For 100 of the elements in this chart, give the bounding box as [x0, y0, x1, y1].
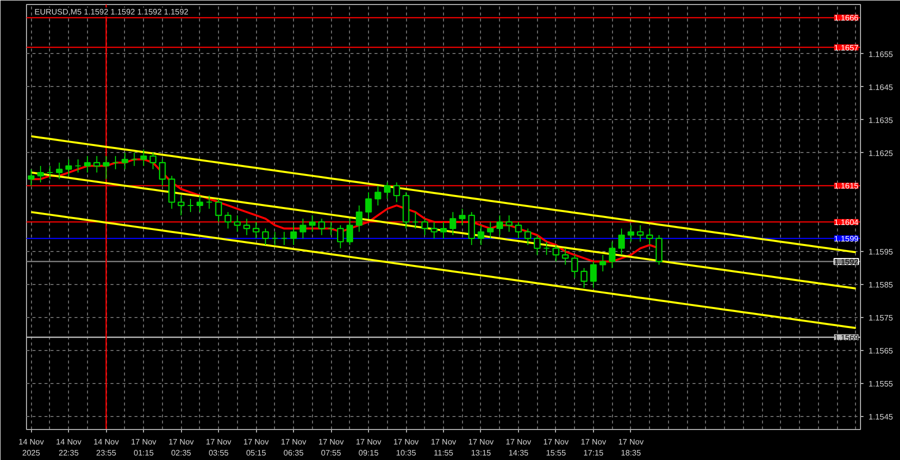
ref-line-label: 1.1666 — [834, 14, 860, 23]
line-series — [30, 211, 857, 330]
candlestick — [130, 152, 138, 166]
y-tick-label: 1.1595 — [868, 248, 894, 257]
candlestick — [196, 195, 204, 213]
x-tick-label: 17 Nov 15:55 — [543, 438, 569, 458]
x-tick-label: 17 Nov 18:35 — [618, 438, 644, 458]
candlestick — [328, 221, 334, 236]
x-tick-label: 14 Nov 2025 — [18, 438, 44, 458]
y-tick-label: 1.1635 — [868, 116, 894, 125]
x-tick-label: 17 Nov 13:15 — [468, 438, 494, 458]
x-tick-label: 17 Nov 17:15 — [580, 438, 606, 458]
x-tick-label: 14 Nov 22:35 — [56, 438, 82, 458]
candlestick — [150, 152, 156, 170]
candlestick — [430, 221, 438, 239]
candlestick — [93, 156, 100, 174]
candlestick — [224, 212, 232, 230]
ref-line-label: 1.1615 — [834, 182, 860, 191]
candlestick — [37, 165, 44, 183]
y-tick-label: 1.1575 — [868, 313, 894, 322]
y-tick-label: 1.1555 — [868, 379, 894, 388]
candlestick — [337, 224, 344, 249]
candlestick — [234, 214, 241, 232]
candlestick — [646, 228, 654, 246]
x-tick-label: 17 Nov 06:35 — [280, 438, 306, 458]
candlestick — [318, 218, 326, 236]
candlestick — [608, 241, 616, 269]
candlestick — [552, 244, 560, 262]
candlestick — [252, 221, 260, 239]
candlestick — [374, 185, 382, 206]
candlestick — [440, 221, 447, 239]
candlestick — [84, 156, 91, 174]
x-tick-label: 14 Nov 23:55 — [93, 438, 119, 458]
candlestick — [458, 208, 466, 226]
ref-line-label: 1.1657 — [834, 43, 860, 52]
candlestick — [206, 195, 213, 210]
candlestick — [618, 228, 625, 256]
candlestick — [580, 268, 588, 288]
candlestick — [506, 214, 513, 232]
x-tick-label: 17 Nov 01:15 — [130, 438, 156, 458]
candlestick — [571, 254, 578, 278]
ref-line-label: 1.1599 — [834, 234, 860, 244]
candlestick — [421, 218, 428, 236]
candlestick — [384, 182, 391, 200]
line-series — [30, 135, 857, 254]
x-tick-label: 17 Nov 07:55 — [318, 438, 344, 458]
candlestick — [636, 224, 644, 242]
x-tick-label: 17 Nov 03:55 — [206, 438, 232, 458]
candlestick — [280, 231, 288, 246]
candlestick — [290, 224, 297, 246]
x-tick-label: 17 Nov 09:15 — [356, 438, 382, 458]
chart-title: EURUSD,M5 1.1592 1.1592 1.1592 1.1592 — [34, 8, 189, 16]
candlestick — [178, 195, 185, 216]
candlestick — [215, 198, 222, 222]
candlestick — [534, 234, 541, 256]
x-tick-label: 17 Nov 05:15 — [243, 438, 269, 458]
y-tick-label: 1.1585 — [868, 280, 894, 290]
candlestick — [56, 162, 63, 180]
candlestick — [272, 231, 278, 246]
candlestick — [478, 224, 484, 246]
candlestick — [346, 218, 354, 246]
candlestick — [102, 156, 110, 180]
candlestick — [158, 158, 166, 186]
candlestick — [168, 175, 176, 210]
candlestick — [468, 212, 476, 246]
ref-line-label: 1.1569 — [834, 333, 860, 342]
y-tick-label: 1.1545 — [868, 412, 894, 422]
y-tick-label: 1.1655 — [868, 50, 894, 59]
candlestick — [262, 228, 269, 246]
y-tick-label: 1.1625 — [868, 148, 894, 158]
candlestick — [46, 165, 54, 180]
x-tick-label: 17 Nov 02:35 — [168, 438, 194, 458]
candlestick — [656, 234, 662, 266]
candlestick — [243, 218, 250, 236]
candlestick — [122, 152, 128, 170]
line-series — [30, 172, 857, 290]
candlestick — [524, 228, 532, 246]
x-tick-label: 17 Nov 14:35 — [506, 438, 532, 458]
candlestick — [562, 248, 569, 266]
candlestick — [599, 254, 606, 272]
candlestick — [393, 182, 400, 203]
candlestick — [309, 214, 316, 232]
x-tick-label: 17 Nov 11:55 — [430, 438, 456, 458]
candlestick — [450, 212, 456, 236]
candlestick — [515, 221, 522, 239]
candlestick — [74, 158, 82, 174]
candlestick — [543, 241, 550, 256]
candlestick — [356, 204, 362, 232]
candlestick — [365, 192, 372, 220]
candlestick — [187, 198, 194, 213]
candlestick — [628, 224, 634, 242]
candlestick — [412, 212, 419, 230]
candlestick — [112, 156, 119, 170]
candlestick — [28, 168, 34, 186]
candlestick — [65, 158, 72, 176]
candlestick — [140, 148, 147, 166]
candlestick — [496, 214, 504, 236]
y-tick-label: 1.1645 — [868, 82, 894, 92]
candlestick — [487, 221, 494, 239]
y-tick-label: 1.1565 — [868, 346, 894, 356]
